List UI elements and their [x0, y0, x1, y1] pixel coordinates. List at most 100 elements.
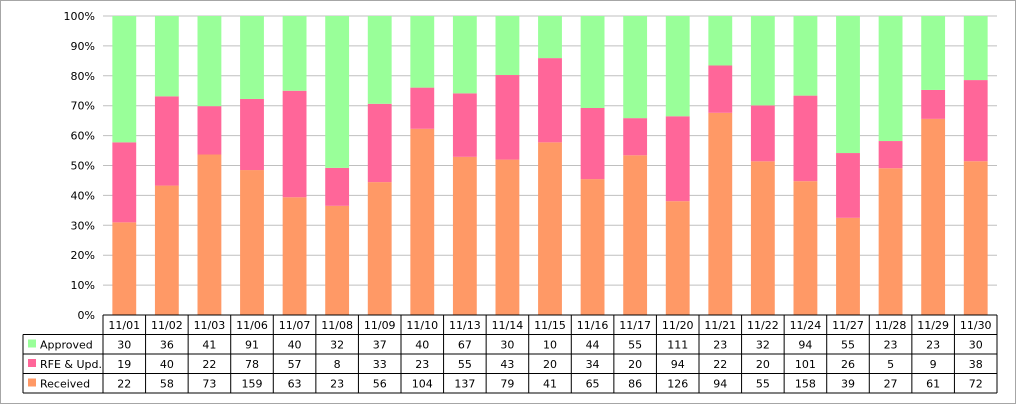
data-table-value: 61: [926, 378, 940, 391]
x-category-label: 11/07: [279, 319, 311, 332]
x-category-label: 11/03: [194, 319, 226, 332]
data-table-value: 104: [412, 378, 433, 391]
data-table-value: 23: [330, 378, 344, 391]
x-category-label: 11/22: [747, 319, 779, 332]
y-tick-label: 70%: [71, 100, 95, 113]
data-table-value: 20: [543, 358, 557, 371]
data-table-value: 158: [795, 378, 816, 391]
bar-received: [495, 159, 520, 315]
bar-rfe-upd: [580, 108, 605, 180]
data-table-value: 20: [628, 358, 642, 371]
data-table-value: 126: [667, 378, 688, 391]
data-table-value: 8: [334, 358, 341, 371]
data-table-value: 41: [202, 339, 216, 352]
data-table-value: 78: [245, 358, 259, 371]
bar-approved: [921, 16, 946, 90]
bar-approved: [154, 16, 179, 97]
bar-rfe-upd: [240, 98, 264, 171]
y-tick-label: 0%: [78, 309, 95, 322]
bar-received: [836, 217, 860, 315]
x-category-label: 11/15: [534, 319, 566, 332]
data-table-value: 26: [841, 358, 855, 371]
y-tick-label: 40%: [71, 189, 95, 202]
legend-label: RFE & Upd.: [40, 358, 102, 371]
bar-approved: [623, 16, 648, 119]
bar-received: [367, 182, 392, 315]
x-category-label: 11/09: [364, 319, 396, 332]
bar-approved: [495, 16, 520, 76]
bar-rfe-upd: [410, 87, 435, 129]
x-category-label: 11/28: [875, 319, 907, 332]
x-category-label: 11/08: [321, 319, 353, 332]
y-tick-label: 30%: [71, 219, 95, 232]
data-table-value: 91: [245, 339, 259, 352]
bar-approved: [112, 16, 137, 143]
bar-rfe-upd: [750, 105, 775, 162]
data-table-value: 111: [667, 339, 688, 352]
bar-approved: [410, 16, 435, 88]
data-table-value: 137: [454, 378, 475, 391]
data-table-value: 39: [841, 378, 855, 391]
data-table-value: 43: [500, 358, 514, 371]
bar-rfe-upd: [665, 116, 690, 202]
x-category-label: 11/17: [619, 319, 651, 332]
bar-received: [793, 181, 818, 315]
bar-received: [665, 201, 690, 315]
data-table-value: 94: [671, 358, 685, 371]
bar-received: [921, 118, 946, 316]
data-table-value: 65: [586, 378, 600, 391]
data-table-value: 23: [713, 339, 727, 352]
y-tick-label: 100%: [64, 10, 95, 23]
x-category-label: 11/16: [577, 319, 609, 332]
data-table-value: 23: [926, 339, 940, 352]
bar-approved: [878, 16, 903, 142]
data-table-value: 22: [713, 358, 727, 371]
y-tick-label: 10%: [71, 279, 95, 292]
x-category-label: 11/13: [449, 319, 481, 332]
bar-received: [197, 154, 222, 315]
data-table-value: 23: [884, 339, 898, 352]
legend-swatch: [28, 359, 36, 367]
bar-rfe-upd: [708, 65, 733, 113]
bar-approved: [708, 16, 733, 66]
bar-rfe-upd: [154, 96, 179, 186]
x-category-label: 11/01: [108, 319, 140, 332]
data-table-value: 36: [160, 339, 174, 352]
x-category-label: 11/06: [236, 319, 268, 332]
data-table-value: 55: [628, 339, 642, 352]
x-category-label: 11/24: [790, 319, 822, 332]
bar-rfe-upd: [921, 89, 946, 119]
bar-rfe-upd: [793, 95, 818, 182]
bar-rfe-upd: [836, 153, 860, 218]
data-table-value: 58: [160, 378, 174, 391]
bar-received: [623, 155, 648, 315]
data-table-value: 101: [795, 358, 816, 371]
x-category-label: 11/02: [151, 319, 183, 332]
legend-label: Received: [40, 378, 90, 391]
data-table-value: 73: [202, 378, 216, 391]
bar-rfe-upd: [452, 93, 477, 157]
data-table-value: 79: [500, 378, 514, 391]
bar-received: [154, 185, 179, 315]
data-table-value: 57: [288, 358, 302, 371]
bar-received: [878, 168, 903, 315]
y-tick-label: 90%: [71, 40, 95, 53]
bar-received: [410, 128, 435, 315]
x-category-label: 11/14: [492, 319, 524, 332]
x-category-label: 11/27: [832, 319, 864, 332]
data-table-value: 44: [586, 339, 600, 352]
bar-received: [963, 161, 988, 315]
data-table-value: 56: [373, 378, 387, 391]
data-table-value: 10: [543, 339, 557, 352]
bar-approved: [538, 16, 562, 59]
bar-approved: [282, 16, 307, 91]
bar-rfe-upd: [623, 118, 648, 156]
bar-rfe-upd: [197, 106, 222, 155]
data-table-value: 9: [930, 358, 937, 371]
bar-received: [240, 170, 264, 315]
bar-received: [708, 112, 733, 316]
bar-rfe-upd: [282, 90, 307, 198]
data-table-value: 37: [373, 339, 387, 352]
bar-approved: [793, 16, 818, 96]
